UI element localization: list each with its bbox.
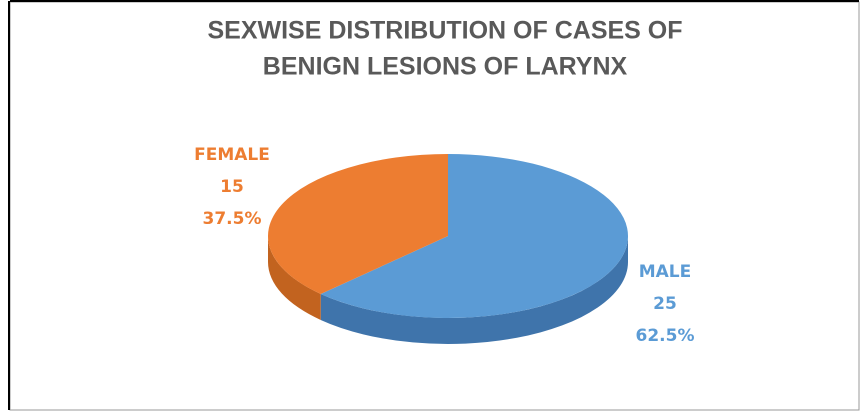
slice	[267, 154, 448, 294]
chart-title: SEXWISE DISTRIBUTION OF CASES OF	[207, 17, 682, 45]
data-label-name: FEMALE	[194, 145, 270, 165]
slice-side	[320, 236, 628, 344]
slice-side	[268, 236, 321, 320]
data-label-value: 15	[220, 177, 244, 197]
data-label-value: 25	[653, 294, 677, 314]
chart-title: BENIGN LESIONS OF LARYNX	[263, 53, 628, 81]
data-label-name: MALE	[639, 262, 692, 282]
slice	[320, 154, 628, 318]
data-label-percent: 62.5%	[636, 326, 695, 346]
data-label-percent: 37.5%	[203, 209, 262, 229]
